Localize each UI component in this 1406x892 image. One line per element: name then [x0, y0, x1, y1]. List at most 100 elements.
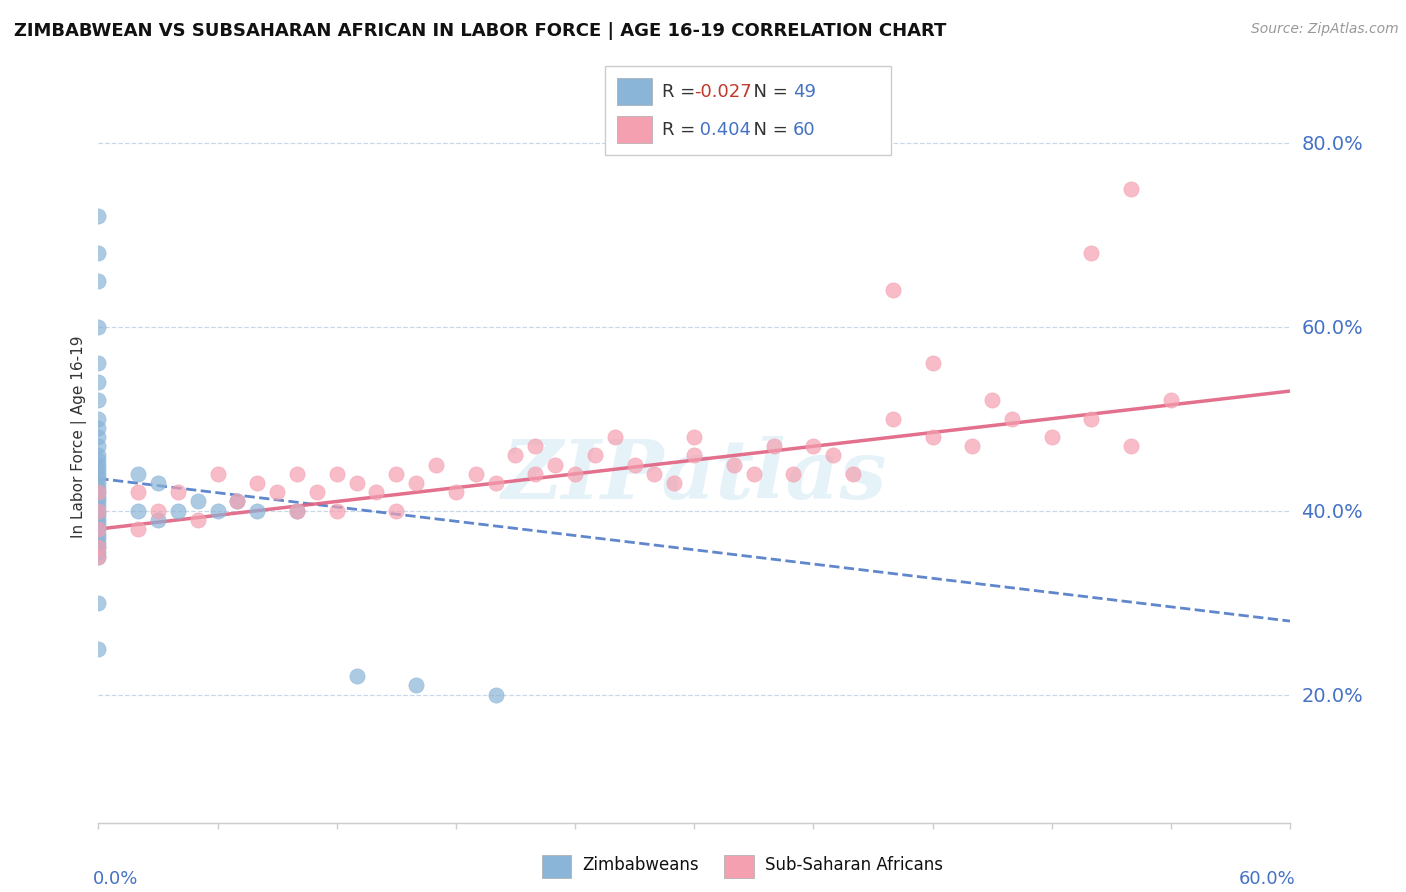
- Point: [87, 485, 110, 500]
- Point: [723, 458, 745, 472]
- Point: [285, 504, 308, 518]
- Point: [87, 549, 110, 564]
- Point: [346, 669, 368, 683]
- Point: [146, 476, 169, 491]
- Point: [87, 504, 110, 518]
- Point: [524, 439, 547, 453]
- Point: [405, 476, 427, 491]
- Point: [87, 375, 110, 389]
- Point: [385, 467, 408, 481]
- Point: [921, 356, 943, 370]
- Point: [981, 393, 1004, 408]
- Point: [87, 508, 110, 523]
- Point: [87, 481, 110, 495]
- Point: [266, 485, 288, 500]
- Text: N =: N =: [742, 83, 793, 101]
- Point: [87, 449, 110, 463]
- Point: [87, 274, 110, 288]
- FancyBboxPatch shape: [617, 78, 652, 104]
- Bar: [724, 855, 754, 878]
- Point: [524, 467, 547, 481]
- Point: [385, 504, 408, 518]
- Point: [405, 678, 427, 692]
- Point: [146, 504, 169, 518]
- Point: [187, 513, 209, 527]
- Point: [87, 393, 110, 408]
- Point: [87, 411, 110, 425]
- Point: [87, 513, 110, 527]
- Point: [87, 541, 110, 555]
- Point: [484, 688, 506, 702]
- Point: [762, 439, 785, 453]
- Bar: [541, 855, 571, 878]
- Point: [305, 485, 328, 500]
- Point: [425, 458, 447, 472]
- FancyBboxPatch shape: [617, 116, 652, 144]
- Point: [87, 545, 110, 559]
- Point: [87, 476, 110, 491]
- Point: [87, 319, 110, 334]
- Text: 49: 49: [793, 83, 815, 101]
- Point: [87, 541, 110, 555]
- Point: [1080, 246, 1102, 260]
- Text: ZIPatlas: ZIPatlas: [502, 435, 887, 516]
- Point: [87, 494, 110, 508]
- Point: [683, 449, 706, 463]
- Point: [166, 485, 188, 500]
- Point: [127, 504, 149, 518]
- Point: [87, 467, 110, 481]
- Point: [643, 467, 665, 481]
- Point: [742, 467, 765, 481]
- Point: [87, 356, 110, 370]
- Point: [464, 467, 486, 481]
- Point: [146, 513, 169, 527]
- Point: [1001, 411, 1024, 425]
- Point: [127, 485, 149, 500]
- Point: [484, 476, 506, 491]
- Point: [444, 485, 467, 500]
- Point: [87, 471, 110, 485]
- Point: [87, 549, 110, 564]
- Point: [87, 526, 110, 541]
- Point: [207, 504, 229, 518]
- Point: [782, 467, 804, 481]
- Point: [87, 517, 110, 532]
- Point: [346, 476, 368, 491]
- Point: [87, 430, 110, 444]
- Point: [87, 499, 110, 513]
- Text: Sub-Saharan Africans: Sub-Saharan Africans: [765, 856, 942, 874]
- Point: [226, 494, 249, 508]
- Point: [1160, 393, 1182, 408]
- Point: [207, 467, 229, 481]
- Point: [664, 476, 686, 491]
- Text: -0.027: -0.027: [695, 83, 752, 101]
- Point: [87, 490, 110, 504]
- Point: [325, 504, 347, 518]
- Text: ZIMBABWEAN VS SUBSAHARAN AFRICAN IN LABOR FORCE | AGE 16-19 CORRELATION CHART: ZIMBABWEAN VS SUBSAHARAN AFRICAN IN LABO…: [14, 22, 946, 40]
- Point: [127, 522, 149, 536]
- Point: [87, 421, 110, 435]
- Point: [583, 449, 606, 463]
- Text: 0.0%: 0.0%: [93, 870, 138, 888]
- Point: [246, 476, 269, 491]
- Point: [921, 430, 943, 444]
- Text: 60: 60: [793, 121, 815, 139]
- Point: [87, 458, 110, 472]
- Text: 0.404: 0.404: [695, 121, 751, 139]
- Point: [1080, 411, 1102, 425]
- Point: [87, 531, 110, 545]
- Point: [87, 209, 110, 223]
- Point: [1040, 430, 1063, 444]
- Point: [87, 453, 110, 467]
- Point: [87, 522, 110, 536]
- Point: [842, 467, 865, 481]
- Point: [87, 641, 110, 656]
- Point: [187, 494, 209, 508]
- Text: Source: ZipAtlas.com: Source: ZipAtlas.com: [1251, 22, 1399, 37]
- Point: [87, 504, 110, 518]
- Point: [823, 449, 845, 463]
- Point: [285, 467, 308, 481]
- Point: [960, 439, 983, 453]
- Text: 60.0%: 60.0%: [1239, 870, 1296, 888]
- Point: [1121, 439, 1143, 453]
